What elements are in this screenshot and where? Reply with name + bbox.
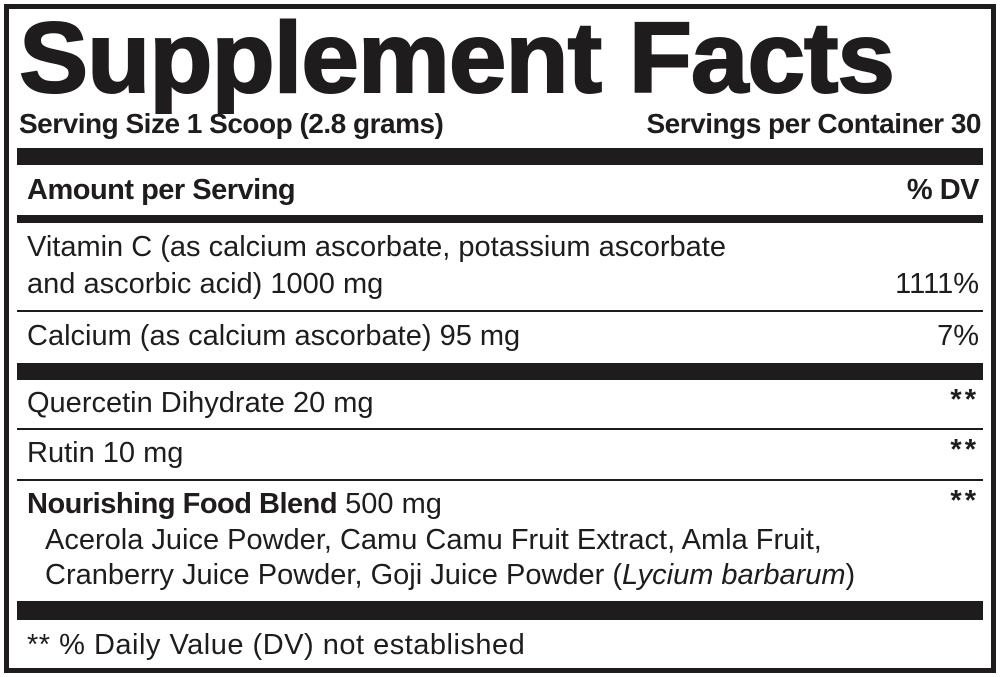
blend-botanical-name: Lycium barbarum	[622, 559, 846, 592]
supplement-facts-panel: Supplement Facts Serving Size 1 Scoop (2…	[4, 4, 996, 673]
blend-name: Nourishing Food Blend	[27, 487, 338, 520]
divider-bar-top	[17, 147, 983, 165]
blend-ingredients-line-2-post: )	[845, 559, 856, 592]
nutrient-row-calcium: Calcium (as calcium ascorbate) 95 mg 7%	[17, 312, 983, 363]
column-header-dv: % DV	[906, 173, 980, 206]
nutrient-row-quercetin: Quercetin Dihydrate 20 mg **	[17, 380, 983, 429]
divider-bar-middle	[17, 362, 983, 380]
serving-size: Serving Size 1 Scoop (2.8 grams)	[19, 108, 444, 139]
divider-bar-footnote	[17, 601, 983, 621]
nutrient-name-line-1: Vitamin C (as calcium ascorbate, potassi…	[27, 231, 726, 264]
nutrient-row-nourishing-food-blend: Nourishing Food Blend 500 mg Acerola Jui…	[17, 481, 983, 601]
panel-title: Supplement Facts	[18, 4, 896, 114]
serving-info-row: Serving Size 1 Scoop (2.8 grams) Serving…	[19, 108, 981, 140]
nutrient-name: Quercetin Dihydrate 20 mg	[27, 386, 374, 419]
blend-block: Nourishing Food Blend 500 mg Acerola Jui…	[27, 486, 940, 594]
nutrient-dv-value: 7%	[937, 320, 979, 353]
column-header-row: Amount per Serving % DV	[17, 165, 983, 216]
column-header-amount: Amount per Serving	[27, 173, 296, 206]
nutrient-dv-value: **	[950, 434, 979, 467]
blend-ingredients-line-2: Cranberry Juice Powder, Goji Juice Powde…	[27, 558, 940, 594]
nutrient-dv-value: **	[950, 484, 979, 517]
row-separator	[17, 310, 983, 313]
nutrient-row-vitamin-c: Vitamin C (as calcium ascorbate, potassi…	[17, 223, 983, 310]
daily-value-footnote: ** % Daily Value (DV) not established	[27, 629, 526, 662]
divider-bar-header	[17, 215, 983, 224]
nutrient-name: Calcium (as calcium ascorbate) 95 mg	[27, 320, 521, 353]
row-separator	[17, 428, 983, 431]
nutrient-dv-value: 1111%	[895, 267, 979, 300]
blend-ingredients-line-1: Acerola Juice Powder, Camu Camu Fruit Ex…	[45, 523, 822, 556]
blend-title-line: Nourishing Food Blend 500 mg	[27, 486, 940, 523]
nutrient-dv-value: **	[950, 383, 979, 416]
nutrient-name: Rutin 10 mg	[27, 437, 184, 470]
blend-ingredients-line-2-pre: Cranberry Juice Powder, Goji Juice Powde…	[45, 559, 623, 592]
nutrient-row-rutin: Rutin 10 mg **	[17, 430, 983, 479]
nutrient-name-line-2: and ascorbic acid) 1000 mg	[27, 267, 384, 300]
row-separator	[17, 478, 983, 481]
nutrient-name: Vitamin C (as calcium ascorbate, potassi…	[27, 229, 726, 302]
servings-per-container: Servings per Container 30	[646, 108, 981, 139]
blend-amount: 500 mg	[337, 487, 442, 520]
